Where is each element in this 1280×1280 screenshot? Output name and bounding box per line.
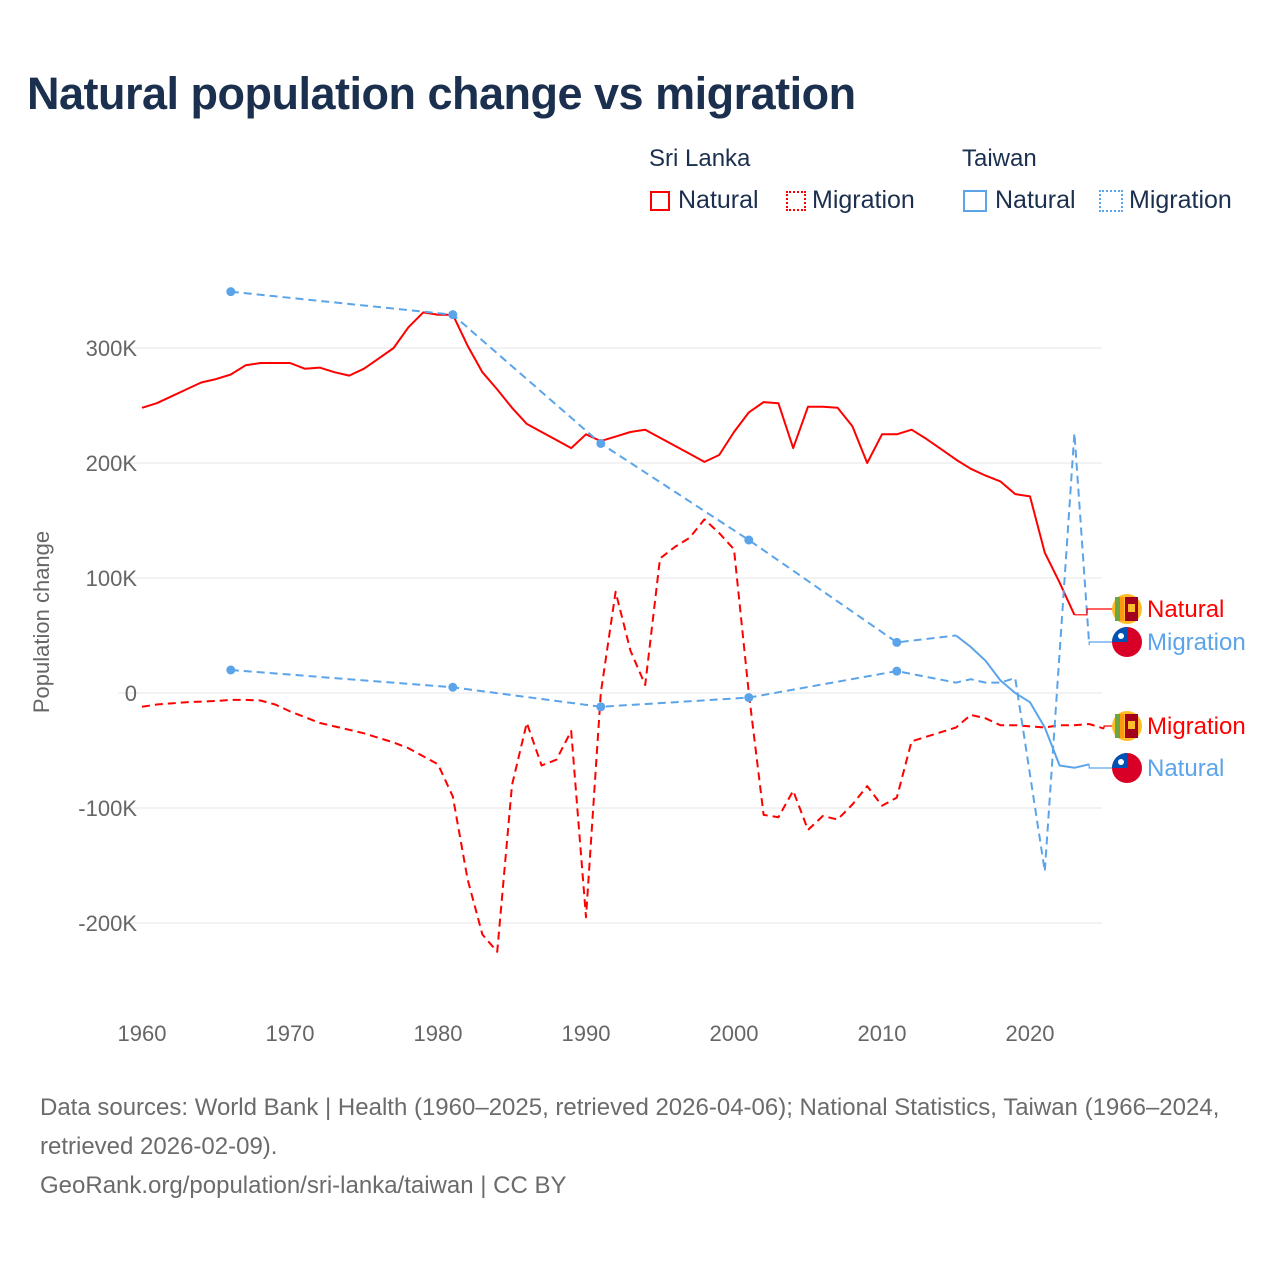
legend-swatch-solid <box>963 189 987 212</box>
end-label: Migration <box>1147 713 1246 740</box>
end-label: Migration <box>1147 629 1246 656</box>
end-label-connector <box>1088 641 1112 645</box>
sri-lanka-flag-icon <box>1112 594 1142 624</box>
flag-green <box>1115 597 1120 621</box>
legend-label: Natural <box>678 186 759 214</box>
x-tick-label: 1970 <box>266 1021 315 1046</box>
footer: Data sources: World Bank | Health (1960–… <box>40 1088 1250 1205</box>
legend-item-taiwan-natural[interactable]: Natural <box>963 186 1076 215</box>
x-tick-label: 2020 <box>1006 1021 1055 1046</box>
y-tick-label: 0 <box>125 681 137 706</box>
data-point <box>744 535 754 545</box>
data-point <box>596 438 606 448</box>
sri-lanka-flag-icon <box>1112 711 1142 741</box>
x-tick-label: 1980 <box>414 1021 463 1046</box>
end-label-connector <box>1088 764 1112 769</box>
end-label-connector <box>1074 608 1112 616</box>
legend-label: Natural <box>995 186 1076 214</box>
taiwan-flag-icon <box>1112 627 1142 657</box>
x-tick-label: 2000 <box>710 1021 759 1046</box>
flag-lion <box>1128 721 1135 729</box>
chart-title: Natural population change vs migration <box>27 68 856 119</box>
flag-orange <box>1120 597 1124 621</box>
flag-sun <box>1118 759 1124 765</box>
data-point <box>448 682 458 692</box>
data-point <box>892 666 902 676</box>
x-tick-label: 1990 <box>562 1021 611 1046</box>
flag-green <box>1115 714 1120 738</box>
data-point <box>744 693 754 703</box>
x-tick-label: 1960 <box>118 1021 167 1046</box>
flag-sun <box>1118 633 1124 639</box>
end-label: Natural <box>1147 755 1224 782</box>
y-tick-label: -200K <box>78 911 137 936</box>
y-tick-label: 200K <box>86 451 138 476</box>
legend-group-sri-lanka: Sri Lanka <box>649 145 751 172</box>
data-point <box>226 287 236 297</box>
legend-item-sri-lanka-natural[interactable]: Natural <box>650 186 759 215</box>
attribution-link[interactable]: GeoRank.org/population/sri-lanka/taiwan … <box>40 1172 567 1199</box>
legend-label: Migration <box>812 186 915 214</box>
data-sources: Data sources: World Bank | Health (1960–… <box>40 1094 1220 1160</box>
y-tick-label: 100K <box>86 566 138 591</box>
legend-swatch-solid <box>650 190 670 211</box>
series-taiwan-migration <box>230 432 1091 873</box>
legend-swatch-dotted <box>1099 189 1123 212</box>
series-sri-lanka-natural <box>141 311 1076 616</box>
legend-swatch-dotted <box>786 190 806 211</box>
data-point <box>596 702 606 712</box>
legend-label: Migration <box>1129 186 1232 214</box>
data-point <box>226 665 236 675</box>
x-tick-label: 2010 <box>858 1021 907 1046</box>
y-tick-label: -100K <box>78 796 137 821</box>
series-sri-lanka-migration <box>141 518 1105 953</box>
taiwan-flag-icon <box>1112 753 1142 783</box>
data-point <box>892 637 902 647</box>
end-label-connector <box>1103 725 1112 729</box>
legend-item-taiwan-migration[interactable]: Migration <box>1099 186 1232 215</box>
series-taiwan-natural <box>955 634 1090 769</box>
flag-lion <box>1128 604 1135 612</box>
legend-item-sri-lanka-migration[interactable]: Migration <box>786 186 915 215</box>
data-point <box>448 310 458 320</box>
legend-group-taiwan: Taiwan <box>962 145 1037 172</box>
series-taiwan-natural-sparse <box>230 290 957 644</box>
end-label: Natural <box>1147 596 1224 623</box>
y-tick-label: 300K <box>86 336 138 361</box>
flag-orange <box>1120 714 1124 738</box>
